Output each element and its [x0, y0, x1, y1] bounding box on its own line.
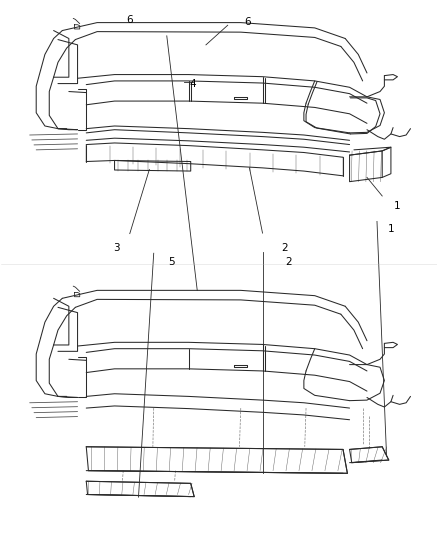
Text: 5: 5	[168, 257, 174, 267]
Text: 1: 1	[388, 224, 394, 235]
Text: 3: 3	[113, 243, 120, 253]
Text: 6: 6	[244, 17, 251, 27]
Text: 4: 4	[190, 78, 196, 88]
Text: 6: 6	[127, 15, 133, 25]
Text: 1: 1	[394, 200, 401, 211]
Text: 2: 2	[281, 243, 288, 253]
Text: 2: 2	[285, 257, 292, 267]
